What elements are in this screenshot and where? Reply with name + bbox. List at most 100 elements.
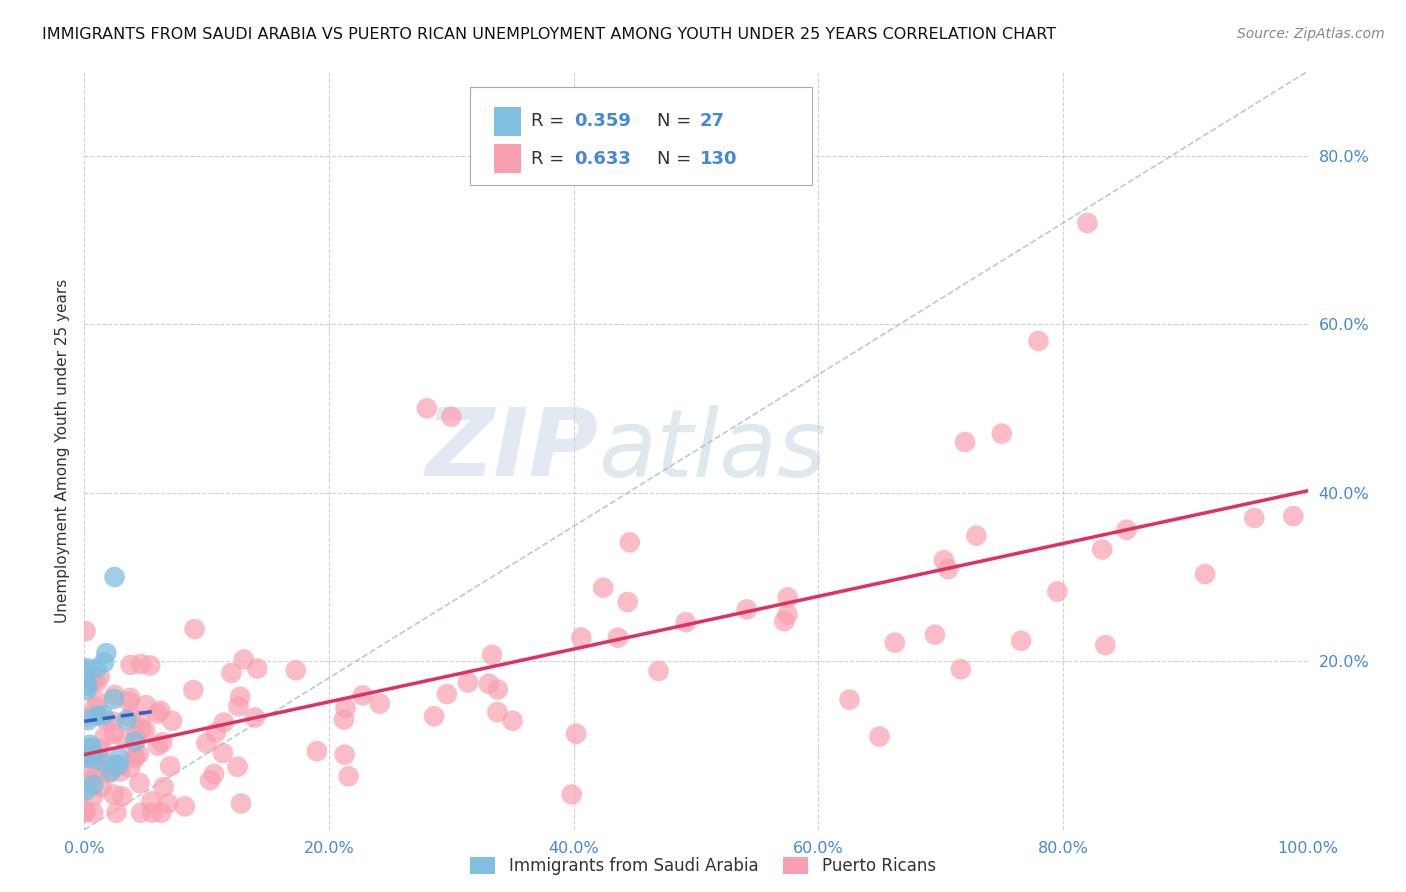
Point bbox=[776, 607, 799, 622]
Point bbox=[478, 676, 501, 690]
Text: R =: R = bbox=[531, 150, 569, 168]
Point bbox=[90, 780, 112, 794]
Point bbox=[75, 804, 97, 818]
FancyBboxPatch shape bbox=[494, 145, 522, 173]
Point bbox=[75, 746, 97, 760]
Point bbox=[82, 747, 104, 762]
Point bbox=[335, 701, 357, 715]
Point bbox=[333, 747, 356, 762]
Point bbox=[118, 695, 141, 709]
Point bbox=[120, 710, 142, 724]
Point bbox=[146, 706, 169, 721]
Point bbox=[159, 759, 181, 773]
Point bbox=[75, 750, 97, 764]
Point bbox=[173, 799, 195, 814]
Text: N =: N = bbox=[657, 150, 697, 168]
Text: 130: 130 bbox=[700, 150, 737, 168]
Point bbox=[337, 769, 360, 783]
Point bbox=[246, 662, 269, 676]
Point bbox=[152, 780, 174, 794]
Point bbox=[149, 704, 172, 718]
Point bbox=[89, 670, 111, 684]
Point bbox=[305, 744, 328, 758]
Point bbox=[76, 773, 98, 788]
Point bbox=[368, 697, 391, 711]
Point bbox=[204, 725, 226, 739]
Point bbox=[965, 528, 987, 542]
Point bbox=[77, 713, 100, 727]
Point bbox=[735, 602, 758, 616]
Point bbox=[100, 764, 122, 779]
Point bbox=[104, 758, 127, 772]
Point bbox=[1282, 508, 1305, 523]
Point bbox=[104, 688, 127, 702]
Point bbox=[592, 581, 614, 595]
Point bbox=[953, 435, 976, 450]
Point bbox=[103, 692, 125, 706]
Point bbox=[675, 615, 697, 630]
Point bbox=[75, 661, 97, 675]
Point bbox=[141, 794, 163, 808]
Point bbox=[440, 409, 463, 424]
Text: IMMIGRANTS FROM SAUDI ARABIA VS PUERTO RICAN UNEMPLOYMENT AMONG YOUTH UNDER 25 Y: IMMIGRANTS FROM SAUDI ARABIA VS PUERTO R… bbox=[42, 27, 1056, 42]
Point bbox=[229, 797, 252, 811]
Point bbox=[77, 751, 100, 765]
Point bbox=[84, 699, 107, 714]
Point bbox=[103, 714, 125, 729]
Point bbox=[486, 682, 509, 697]
Point bbox=[1094, 638, 1116, 652]
Point bbox=[75, 743, 97, 757]
Point bbox=[103, 727, 125, 741]
Point bbox=[134, 723, 156, 738]
Y-axis label: Unemployment Among Youth under 25 years: Unemployment Among Youth under 25 years bbox=[55, 278, 70, 623]
Point bbox=[1243, 511, 1265, 525]
Text: ZIP: ZIP bbox=[425, 404, 598, 497]
Point bbox=[86, 708, 108, 723]
Point bbox=[125, 728, 148, 742]
Point bbox=[82, 805, 104, 820]
Point bbox=[416, 401, 439, 416]
Point bbox=[157, 797, 180, 811]
Legend: Immigrants from Saudi Arabia, Puerto Ricans: Immigrants from Saudi Arabia, Puerto Ric… bbox=[470, 856, 936, 875]
Point bbox=[128, 776, 150, 790]
Point bbox=[90, 764, 112, 778]
Point bbox=[150, 735, 173, 749]
Text: 0.633: 0.633 bbox=[574, 150, 630, 168]
Point bbox=[124, 751, 146, 765]
Point bbox=[502, 714, 524, 728]
Point bbox=[211, 746, 233, 760]
Point bbox=[932, 553, 955, 567]
Point bbox=[82, 789, 104, 804]
Point bbox=[129, 657, 152, 671]
Point bbox=[124, 734, 146, 748]
Point bbox=[96, 646, 118, 660]
Point bbox=[160, 714, 183, 728]
Point bbox=[243, 710, 266, 724]
Point bbox=[93, 708, 115, 723]
Point bbox=[1091, 542, 1114, 557]
Point bbox=[561, 788, 583, 802]
Point bbox=[86, 767, 108, 781]
Point bbox=[436, 687, 458, 701]
Point bbox=[139, 658, 162, 673]
Point bbox=[75, 683, 97, 698]
Point bbox=[773, 615, 796, 629]
Point bbox=[838, 692, 860, 706]
Point bbox=[228, 699, 250, 714]
Text: R =: R = bbox=[531, 112, 569, 130]
Point bbox=[83, 750, 105, 764]
Point bbox=[457, 675, 479, 690]
Point bbox=[565, 727, 588, 741]
Point bbox=[76, 710, 98, 724]
Point bbox=[1076, 216, 1098, 230]
Point bbox=[112, 732, 135, 747]
Text: 27: 27 bbox=[700, 112, 724, 130]
Point bbox=[226, 760, 249, 774]
Point bbox=[868, 730, 890, 744]
Point bbox=[107, 758, 129, 772]
Text: N =: N = bbox=[657, 112, 697, 130]
Point bbox=[75, 624, 97, 639]
Point bbox=[75, 783, 97, 797]
Point bbox=[1010, 633, 1032, 648]
Point bbox=[105, 805, 128, 820]
